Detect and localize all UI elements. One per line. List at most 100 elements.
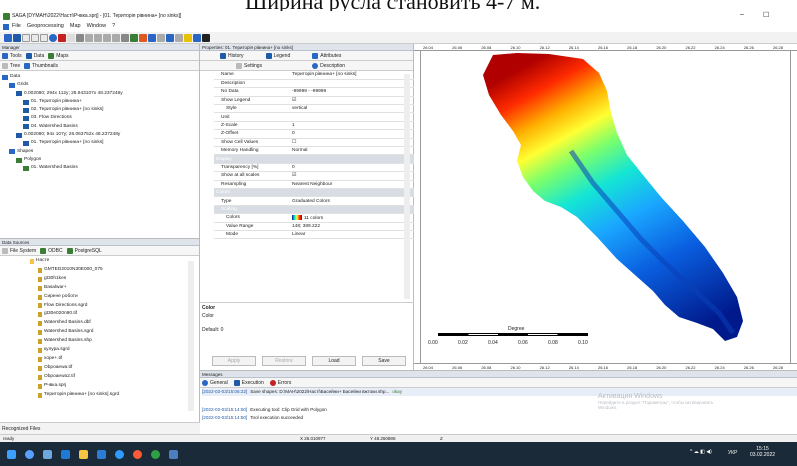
property-value[interactable] (290, 188, 414, 198)
tray-icons[interactable]: ^ ☁ ◧ ◀) (690, 449, 712, 455)
load-button[interactable]: Load (312, 356, 356, 366)
browser-icon[interactable] (61, 449, 70, 459)
file-item[interactable]: Насте (30, 257, 199, 266)
tree-item[interactable]: Grids (2, 81, 199, 89)
property-value[interactable] (290, 205, 414, 215)
tree-item[interactable]: Data (2, 73, 199, 81)
minimize-button[interactable]: – (740, 11, 744, 18)
menu-item-file[interactable]: File (12, 23, 21, 29)
tree-item[interactable]: Polygon (2, 156, 199, 164)
property-value[interactable]: 0 (290, 129, 414, 139)
property-section[interactable]: Scaling (214, 205, 414, 215)
map-view[interactable]: 26.04 26.06 26.08 26.10 26.12 26.14 26.16 26.18… (414, 44, 797, 370)
property-row[interactable]: Value Range 148; 389.222 (214, 222, 414, 231)
task-view-icon[interactable] (43, 449, 52, 459)
menu-item-geoprocessing[interactable]: Geoprocessing (26, 23, 64, 29)
measure-icon[interactable] (121, 33, 129, 42)
file-item[interactable]: gt30e020n90.tif (30, 310, 199, 319)
tab-attributes[interactable]: Attributes (312, 52, 341, 59)
tab-execution[interactable]: Execution (233, 379, 264, 386)
tree-item[interactable]: Shapes (2, 148, 199, 156)
file-item[interactable]: Watershed Basins.shp (30, 337, 199, 346)
file-item[interactable]: GMTED2010N30E000_075 (30, 266, 199, 275)
tab-settings[interactable]: Settings (236, 62, 262, 69)
property-value[interactable]: Nearest Neighbour (290, 180, 414, 189)
property-value[interactable] (290, 112, 414, 122)
legend-icon[interactable] (175, 33, 183, 42)
language-indicator[interactable]: УКР (728, 450, 738, 456)
saga-taskbar-icon[interactable] (169, 449, 178, 459)
zoom-in-icon[interactable] (94, 33, 102, 42)
property-row[interactable]: Show Cell Values ☐ (214, 138, 414, 148)
tree-item[interactable]: 04. Watershed Basins (2, 123, 199, 131)
properties-scrollbar[interactable] (404, 74, 410, 299)
tree-item[interactable]: 02. Територія рівнина+ [no sinks] (2, 106, 199, 114)
info-icon[interactable] (49, 33, 57, 42)
property-value[interactable]: Територія рівнина+ [no sinks] (290, 71, 414, 80)
property-value[interactable]: vertical (290, 104, 414, 114)
tab-thumbnails[interactable]: Thumbnails (24, 62, 58, 69)
property-value[interactable]: -99999 - -99999 (290, 87, 414, 97)
save-icon[interactable] (13, 33, 21, 42)
property-row[interactable]: Unit (214, 112, 414, 122)
property-value[interactable]: ☐ (290, 138, 414, 148)
grid-view-icon[interactable] (148, 33, 156, 42)
menu-item-window[interactable]: Window (86, 23, 107, 29)
property-row[interactable]: Style vertical (214, 104, 414, 114)
file-item[interactable]: gt30h1kes (30, 275, 199, 284)
property-row[interactable]: Type Graduated Colors (214, 196, 414, 206)
tree-item[interactable]: 01. Watershed Basins (2, 164, 199, 172)
property-row[interactable]: Resampling Nearest Neighbour (214, 180, 414, 189)
tab-errors[interactable]: Errors (269, 379, 291, 386)
property-section[interactable]: Colors (214, 188, 414, 198)
highlight-icon[interactable] (184, 33, 192, 42)
tree-item[interactable]: 0.002080; 94x 107y; 26.063752x 48.237248… (2, 131, 199, 139)
file-item[interactable]: Watershed Basins.sgrd (30, 328, 199, 337)
file-item[interactable]: Flow Directions.sgrd (30, 302, 199, 311)
tree-item[interactable]: 03. Flow Directions (2, 114, 199, 122)
file-tree-scrollbar[interactable] (188, 261, 194, 411)
draw-icon[interactable] (202, 33, 210, 42)
clock[interactable]: 15:15 03.02.2022 (750, 446, 776, 458)
chrome-icon[interactable] (133, 449, 142, 459)
3d-view-icon[interactable] (157, 33, 165, 42)
map-icon[interactable] (166, 33, 174, 42)
edge-icon[interactable] (115, 449, 124, 459)
tab-general[interactable]: General (202, 379, 228, 386)
property-row[interactable]: Show Legend ☑ (214, 96, 414, 106)
property-value[interactable]: 0 (290, 163, 414, 173)
restore-button[interactable]: Restore (262, 356, 306, 366)
tree-item[interactable]: 0.002080; 294x 112y; 25.943107x 48.23724… (2, 90, 199, 98)
tab-legend[interactable]: Legend (265, 52, 290, 59)
zoom-out-icon[interactable] (103, 33, 111, 42)
layer-icon[interactable] (130, 33, 138, 42)
menu-item-map[interactable]: Map (69, 23, 81, 29)
property-row[interactable]: Description (214, 79, 414, 89)
apply-button[interactable]: Apply (212, 356, 256, 366)
tab-odbc[interactable]: ODBC (40, 247, 63, 254)
tab-description[interactable]: Description (312, 62, 345, 69)
property-value[interactable] (290, 79, 414, 89)
property-value[interactable]: Graduated Colors (290, 196, 414, 206)
properties-icon[interactable] (31, 33, 39, 42)
search-icon[interactable] (25, 449, 34, 459)
app-icon[interactable] (97, 449, 106, 459)
tree-item[interactable]: 01. Територія рівнина+ (2, 98, 199, 106)
property-row[interactable]: Show at all scales ☑ (214, 171, 414, 181)
property-row[interactable]: Colors 11 colors (214, 213, 414, 223)
property-value[interactable]: Linear (290, 230, 414, 240)
pan-icon[interactable] (85, 33, 93, 42)
property-value[interactable]: 11 colors (290, 213, 414, 223)
tab-history[interactable]: History (220, 52, 244, 59)
help-icon[interactable] (67, 33, 75, 42)
qgis-icon[interactable] (151, 449, 160, 459)
property-row[interactable]: Name Територія рівнина+ [no sinks] (214, 71, 414, 80)
file-item[interactable]: Сирене роботи (30, 293, 199, 302)
open-icon[interactable] (4, 33, 12, 42)
file-item[interactable]: Територія рівнина+ [no sinks].sgrd (30, 391, 199, 400)
file-item[interactable]: Рчвка.sprj (30, 382, 199, 391)
tab-data[interactable]: Data (25, 52, 44, 59)
data-sources-icon[interactable] (40, 33, 48, 42)
tab-tree[interactable]: Tree (2, 62, 20, 69)
select-icon[interactable] (139, 33, 147, 42)
